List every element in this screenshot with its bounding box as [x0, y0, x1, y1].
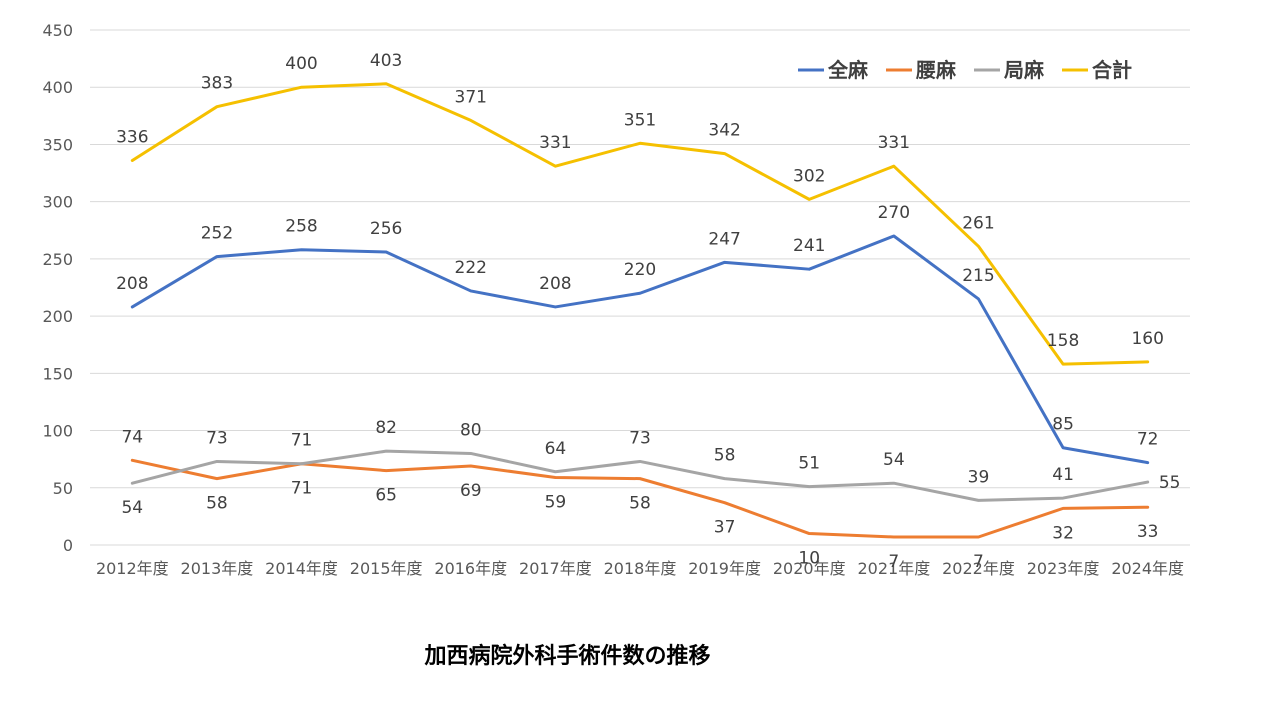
data-label: 7	[888, 552, 899, 572]
series-line	[130, 82, 1150, 366]
data-label: 58	[206, 494, 228, 514]
data-label: 222	[455, 258, 487, 278]
x-tick-label: 2014年度	[265, 559, 338, 578]
data-label: 7	[973, 552, 984, 572]
data-labels: 208 252 258 256 222 208 220 247 241 270 215 85 72 74 5…	[116, 51, 1180, 572]
data-label: 383	[201, 74, 233, 94]
data-label: 74	[121, 427, 143, 447]
data-label: 270	[878, 203, 910, 223]
data-label: 41	[1052, 465, 1074, 485]
data-label: 208	[539, 274, 571, 294]
data-label: 336	[116, 127, 148, 147]
x-axis-ticks: 2012年度 2013年度 2014年度 2015年度 2016年度 2017年度 2018…	[96, 559, 1184, 578]
y-tick-label: 300	[42, 193, 73, 212]
x-tick-label: 2015年度	[350, 559, 423, 578]
legend-label: 腰麻	[915, 58, 957, 82]
data-label: 247	[708, 229, 740, 249]
data-label: 59	[545, 492, 567, 512]
x-tick-label: 2018年度	[604, 559, 677, 578]
data-label: 10	[798, 549, 820, 569]
data-label: 342	[708, 121, 740, 141]
data-label: 54	[883, 450, 905, 470]
x-tick-label: 2012年度	[96, 559, 169, 578]
data-label: 241	[793, 236, 825, 256]
data-label: 55	[1159, 473, 1181, 493]
gridlines	[90, 29, 1190, 546]
y-tick-label: 400	[42, 78, 73, 97]
series-line	[130, 234, 1150, 465]
x-tick-label: 2017年度	[519, 559, 592, 578]
data-label: 215	[962, 266, 994, 286]
y-tick-label: 50	[53, 479, 73, 498]
x-tick-label: 2022年度	[942, 559, 1015, 578]
x-tick-label: 2020年度	[773, 559, 846, 578]
data-label: 82	[375, 418, 397, 438]
y-tick-label: 350	[42, 135, 73, 154]
data-label: 73	[629, 428, 651, 448]
x-tick-label: 2023年度	[1027, 559, 1100, 578]
series-lines	[130, 82, 1150, 539]
data-label: 331	[539, 133, 571, 153]
data-label: 261	[962, 213, 994, 233]
x-tick-label: 2013年度	[181, 559, 254, 578]
data-label: 39	[968, 467, 990, 487]
y-axis-ticks: 0 50 100 150 200 250 300 350 400 450	[42, 21, 73, 555]
data-label: 33	[1137, 522, 1159, 542]
data-label: 71	[291, 431, 313, 451]
legend-label: 全麻	[827, 58, 869, 82]
data-label: 73	[206, 428, 228, 448]
y-tick-label: 150	[42, 364, 73, 383]
y-tick-label: 450	[42, 21, 73, 40]
data-label: 65	[375, 486, 397, 506]
data-label: 158	[1047, 331, 1079, 351]
data-label: 302	[793, 166, 825, 186]
data-label: 371	[455, 87, 487, 107]
data-label: 403	[370, 51, 402, 71]
legend-label: 局麻	[1003, 58, 1045, 82]
data-label: 69	[460, 481, 482, 501]
series-line	[130, 449, 1150, 502]
data-label: 160	[1131, 329, 1163, 349]
data-label: 252	[201, 224, 233, 244]
data-label: 54	[121, 498, 143, 518]
data-label: 85	[1052, 415, 1074, 435]
data-label: 208	[116, 274, 148, 294]
y-tick-label: 100	[42, 422, 73, 441]
data-label: 80	[460, 420, 482, 440]
data-label: 71	[291, 479, 313, 499]
data-label: 220	[624, 260, 656, 280]
legend-label: 合計	[1092, 58, 1132, 82]
chart-title: 加西病院外科手術件数の推移	[424, 644, 711, 669]
data-label: 400	[285, 54, 317, 74]
y-tick-label: 200	[42, 307, 73, 326]
y-tick-label: 250	[42, 250, 73, 269]
x-tick-label: 2019年度	[688, 559, 761, 578]
data-label: 51	[798, 454, 820, 474]
data-label: 37	[714, 518, 736, 538]
x-tick-label: 2021年度	[857, 559, 930, 578]
x-tick-label: 2024年度	[1111, 559, 1184, 578]
data-label: 58	[629, 494, 651, 514]
data-label: 58	[714, 446, 736, 466]
data-label: 256	[370, 219, 402, 239]
data-label: 258	[285, 217, 317, 237]
data-label: 351	[624, 110, 656, 130]
x-tick-label: 2016年度	[434, 559, 507, 578]
data-label: 331	[878, 133, 910, 153]
y-tick-label: 0	[63, 536, 73, 555]
data-label: 32	[1052, 523, 1074, 543]
legend: 全麻 腰麻 局麻 合計	[798, 58, 1132, 82]
data-label: 72	[1137, 430, 1159, 450]
data-label: 64	[545, 439, 567, 459]
